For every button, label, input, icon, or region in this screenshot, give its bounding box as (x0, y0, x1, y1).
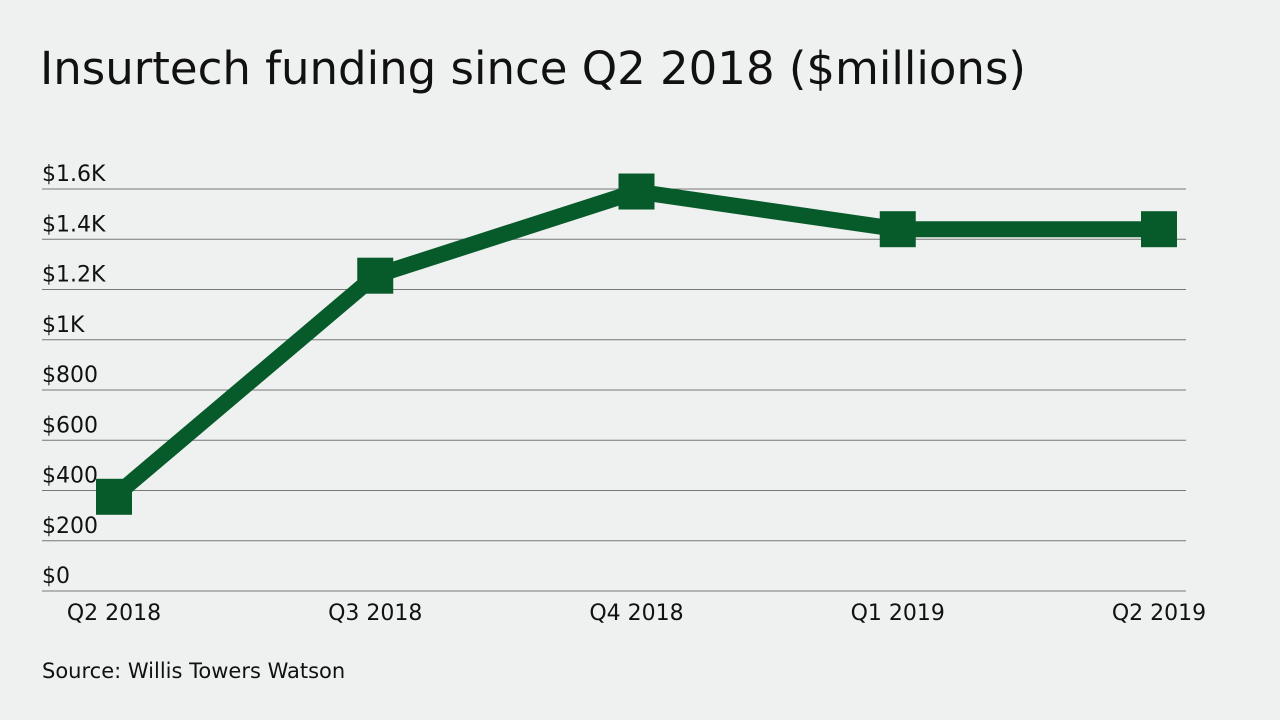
y-tick-label: $600 (42, 413, 98, 438)
x-tick-label: Q2 2018 (67, 601, 161, 626)
data-line (108, 183, 1159, 503)
source-note: Source: Willis Towers Watson (42, 659, 345, 683)
x-tick-label: Q2 2019 (1112, 601, 1206, 626)
y-tick-label: $400 (42, 464, 98, 489)
y-tick-label: $1.2K (42, 263, 106, 288)
y-tick-label: $200 (42, 514, 98, 539)
data-point (357, 257, 394, 294)
data-point (879, 211, 916, 248)
data-point (1141, 211, 1177, 248)
y-tick-label: $1.4K (42, 212, 106, 237)
chart-title: Insurtech funding since Q2 2018 ($millio… (40, 42, 1026, 95)
x-tick-label: Q4 2018 (589, 601, 683, 626)
y-tick-label: $1K (42, 313, 85, 338)
data-point (96, 478, 132, 515)
y-tick-label: $800 (42, 363, 98, 388)
y-tick-label: $0 (42, 564, 70, 589)
x-tick-label: Q3 2018 (328, 601, 422, 626)
y-tick-label: $1.6K (42, 162, 106, 187)
data-point (618, 173, 655, 210)
x-tick-label: Q1 2019 (851, 601, 945, 626)
